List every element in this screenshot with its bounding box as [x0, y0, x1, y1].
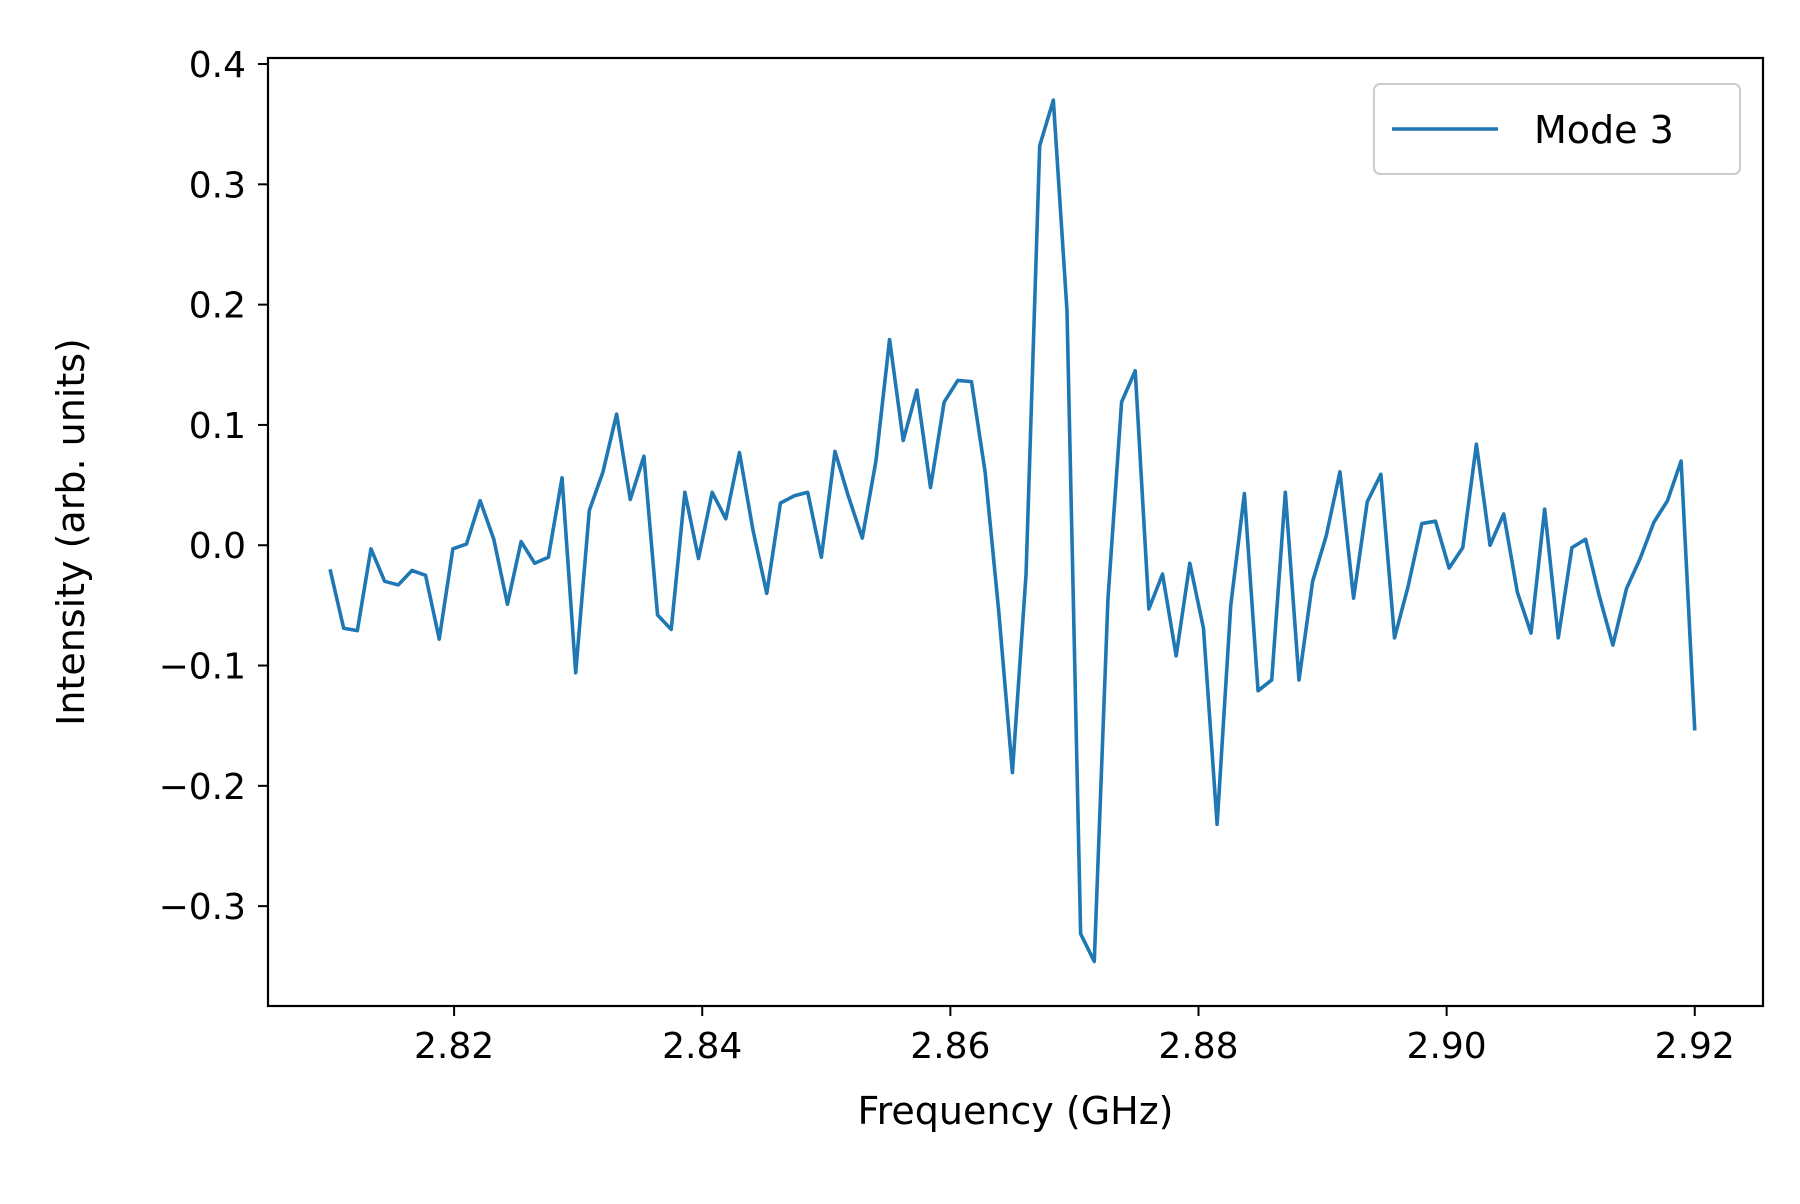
legend-box [1373, 83, 1741, 175]
x-tick-label: 2.86 [910, 1026, 990, 1067]
x-tick-label: 2.82 [414, 1026, 494, 1067]
y-axis-ticks: 0.4 0.3 0.2 0.1 0.0 −0.1 −0.2 −0.3 [159, 45, 268, 928]
y-tick-label: −0.1 [159, 647, 246, 688]
legend: Mode 3 [1373, 83, 1741, 175]
x-tick-label: 2.92 [1655, 1026, 1735, 1067]
y-tick-label: 0.0 [189, 526, 246, 567]
y-tick-label: 0.2 [189, 286, 246, 327]
y-tick-label: −0.2 [159, 767, 246, 808]
x-axis-ticks: 2.82 2.84 2.86 2.88 2.90 2.92 [414, 1006, 1735, 1067]
legend-label-mode-3: Mode 3 [1534, 108, 1674, 152]
x-axis-label: Frequency (GHz) [857, 1089, 1173, 1133]
plot-area [328, 98, 1697, 964]
y-tick-label: −0.3 [159, 887, 246, 928]
y-tick-label: 0.1 [189, 406, 246, 447]
x-tick-label: 2.90 [1407, 1026, 1487, 1067]
y-axis-label: Intensity (arb. units) [49, 338, 93, 726]
y-tick-label: 0.3 [189, 165, 246, 206]
axes-frame [266, 56, 1765, 1008]
x-tick-label: 2.88 [1158, 1026, 1238, 1067]
x-tick-label: 2.84 [662, 1026, 742, 1067]
series-line-mode-3 [328, 98, 1697, 964]
y-tick-label: 0.4 [189, 45, 246, 86]
